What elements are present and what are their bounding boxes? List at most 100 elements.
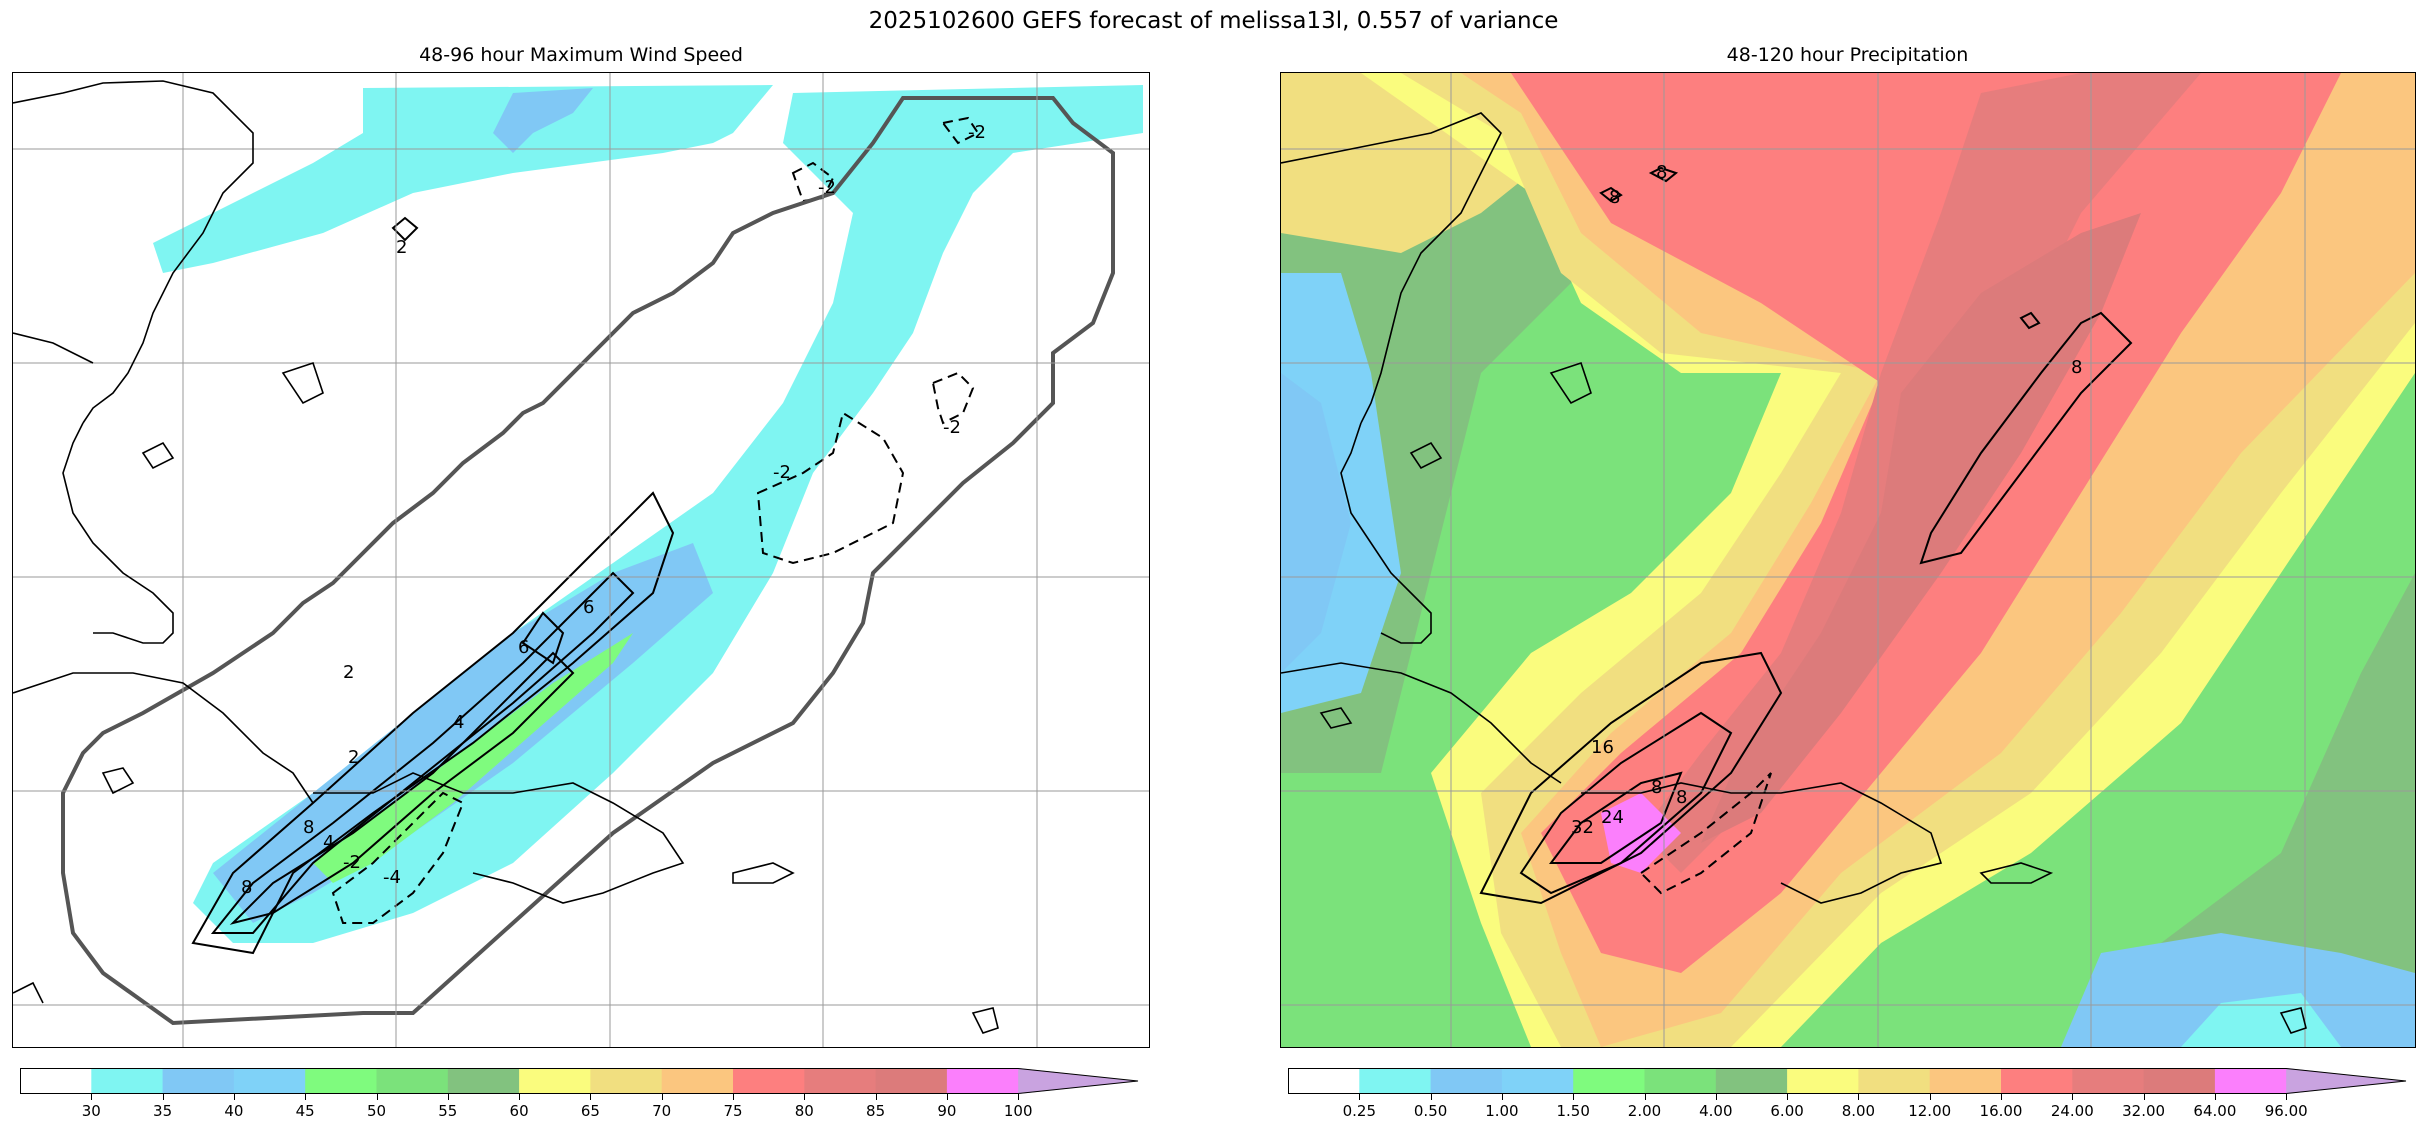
left-contour-label: 6 bbox=[518, 637, 529, 658]
precipitation-colorbar-tick-label: 96.00 bbox=[2264, 1102, 2308, 1120]
wind-speed-map-svg: 2 -2 -2 -2 -2 2 4 6 6 8 8 -2 -4 4 2 bbox=[13, 73, 1149, 1047]
precipitation-colorbar-tick-mark bbox=[1715, 1094, 1717, 1100]
wind-speed-colorbar-tick-label: 75 bbox=[723, 1102, 743, 1120]
wind-speed-colorbar-color-8 bbox=[590, 1068, 663, 1094]
wind-speed-colorbar-tick-label: 55 bbox=[438, 1102, 458, 1120]
precipitation-colorbar-tick-label: 12.00 bbox=[1908, 1102, 1952, 1120]
precipitation-colorbar-tick-mark bbox=[1787, 1094, 1789, 1100]
precipitation-colorbar-tick-label: 6.00 bbox=[1770, 1102, 1804, 1120]
wind-speed-colorbar-tick-label: 60 bbox=[509, 1102, 529, 1120]
precipitation-colorbar-color-10 bbox=[2001, 1068, 2073, 1094]
precipitation-colorbar-tick-label: 8.00 bbox=[1841, 1102, 1876, 1120]
wind-speed-colorbar-tick-label: 85 bbox=[866, 1102, 886, 1120]
right-contour-label: 8 bbox=[1651, 777, 1662, 798]
right-panel-title: 48-120 hour Precipitation bbox=[1726, 44, 1969, 66]
wind-speed-colorbar-color-4 bbox=[305, 1068, 377, 1094]
precipitation-colorbar-tick-mark bbox=[1644, 1094, 1646, 1100]
left-contour-label: 2 bbox=[343, 662, 354, 683]
precipitation-colorbar-tick-label: 0.50 bbox=[1413, 1102, 1448, 1120]
wind-speed-colorbar bbox=[20, 1068, 1140, 1094]
precipitation-colorbar-color-0 bbox=[1288, 1068, 1360, 1094]
precipitation-colorbar-tick-mark bbox=[1858, 1094, 1860, 1100]
wind-speed-colorbar-tick-label: 80 bbox=[794, 1102, 814, 1120]
right-contour-label: 32 bbox=[1571, 817, 1594, 838]
precipitation-map: 8 8 8 32 24 16 8 8 bbox=[1280, 72, 2416, 1048]
precipitation-colorbar-tick-label: 32.00 bbox=[2122, 1102, 2166, 1120]
wind-speed-colorbar-color-5 bbox=[376, 1068, 449, 1094]
left-contour-label: -2 bbox=[773, 462, 791, 483]
wind-speed-colorbar-tick-label: 70 bbox=[652, 1102, 672, 1120]
right-contour-label: 8 bbox=[1609, 187, 1620, 208]
left-contour-label: 6 bbox=[583, 597, 594, 618]
precipitation-colorbar-color-6 bbox=[1715, 1068, 1788, 1094]
left-panel-title: 48-96 hour Maximum Wind Speed bbox=[419, 44, 743, 66]
wind-speed-colorbar-tick-mark bbox=[590, 1094, 592, 1100]
wind-speed-colorbar-tick-label: 45 bbox=[295, 1102, 315, 1120]
wind-speed-colorbar-tick-mark bbox=[875, 1094, 877, 1100]
precipitation-colorbar-color-5 bbox=[1644, 1068, 1717, 1094]
left-contour-label: -2 bbox=[943, 417, 961, 438]
precipitation-colorbar-color-11 bbox=[2072, 1068, 2145, 1094]
precipitation-colorbar-tick-mark bbox=[2286, 1094, 2288, 1100]
precipitation-colorbar-color-4 bbox=[1573, 1068, 1645, 1094]
wind-speed-colorbar-color-10 bbox=[733, 1068, 805, 1094]
wind-speed-colorbar-color-13 bbox=[946, 1068, 1019, 1094]
wind-speed-colorbar-color-7 bbox=[519, 1068, 591, 1094]
precipitation-colorbar-tick-mark bbox=[2001, 1094, 2002, 1100]
wind-speed-colorbar-color-3 bbox=[233, 1068, 306, 1094]
precipitation-colorbar-color-12 bbox=[2143, 1068, 2216, 1094]
precipitation-colorbar-tick-label: 0.25 bbox=[1342, 1102, 1376, 1120]
precipitation-colorbar-outline bbox=[1288, 1068, 2407, 1094]
left-contour-label: -2 bbox=[343, 852, 361, 873]
wind-speed-colorbar-outline bbox=[20, 1068, 1139, 1094]
wind-speed-colorbar-tick-label: 50 bbox=[366, 1102, 387, 1120]
left-contour-label: 4 bbox=[453, 712, 464, 733]
wind-speed-colorbar-color-9 bbox=[661, 1068, 734, 1094]
left-contour-label: -2 bbox=[818, 177, 836, 198]
precipitation-colorbar-tick-mark bbox=[1929, 1094, 1931, 1100]
wind-speed-colorbar-tick-label: 35 bbox=[153, 1102, 173, 1120]
precipitation-colorbar-tick-label: 16.00 bbox=[1979, 1102, 2023, 1120]
wind-speed-colorbar-tick-label: 65 bbox=[580, 1102, 600, 1120]
wind-speed-colorbar-tick-mark bbox=[91, 1094, 93, 1100]
precipitation-colorbar-color-2 bbox=[1430, 1068, 1503, 1094]
wind-speed-colorbar-tick-label: 40 bbox=[224, 1102, 244, 1120]
left-contour-label: 2 bbox=[348, 747, 359, 768]
wind-speed-colorbar-tick-mark bbox=[1018, 1094, 1020, 1100]
precipitation-colorbar-tick-mark bbox=[1573, 1094, 1575, 1100]
precipitation-colorbar-extend-arrow bbox=[2286, 1068, 2406, 1094]
precipitation-colorbar-tick-mark bbox=[1430, 1094, 1432, 1100]
precipitation-colorbar-tick-label: 1.50 bbox=[1556, 1102, 1590, 1120]
left-contour-label: 4 bbox=[323, 832, 334, 853]
precipitation-colorbar-color-8 bbox=[1858, 1068, 1931, 1094]
wind-speed-colorbar-color-2 bbox=[162, 1068, 235, 1094]
wind-speed-colorbar-color-0 bbox=[20, 1068, 92, 1094]
precipitation-colorbar-color-3 bbox=[1501, 1068, 1574, 1094]
wind-speed-colorbar-extend-arrow bbox=[1018, 1068, 1138, 1094]
wind-speed-colorbar-tick-mark bbox=[946, 1094, 948, 1100]
wind-speed-colorbar-tick-label: 100 bbox=[1003, 1102, 1033, 1120]
right-contour-label: 8 bbox=[1656, 162, 1667, 183]
precipitation-colorbar-tick-label: 4.00 bbox=[1699, 1102, 1733, 1120]
right-contour-label: 16 bbox=[1591, 737, 1614, 758]
precipitation-colorbar bbox=[1288, 1068, 2408, 1094]
precipitation-colorbar-tick-mark bbox=[2214, 1094, 2216, 1100]
wind-speed-colorbar-tick-label: 30 bbox=[81, 1102, 101, 1120]
left-contour-label: 2 bbox=[396, 237, 407, 258]
precipitation-colorbar-color-7 bbox=[1787, 1068, 1859, 1094]
right-contour-label: 8 bbox=[1676, 787, 1687, 808]
wind-speed-colorbar-color-1 bbox=[91, 1068, 164, 1094]
wind-speed-colorbar-tick-mark bbox=[447, 1094, 449, 1100]
figure-title: 2025102600 GEFS forecast of melissa13l, … bbox=[868, 8, 1559, 34]
left-contour-label: 8 bbox=[303, 817, 314, 838]
wind-speed-colorbar-color-6 bbox=[447, 1068, 520, 1094]
right-contour-label: 24 bbox=[1601, 807, 1624, 828]
precipitation-colorbar-tick-mark bbox=[2143, 1094, 2145, 1100]
wind-speed-colorbar-tick-mark bbox=[733, 1094, 734, 1100]
wind-speed-colorbar-svg bbox=[20, 1068, 1139, 1094]
wind-speed-colorbar-tick-mark bbox=[661, 1094, 663, 1100]
wind-speed-colorbar-tick-mark bbox=[305, 1094, 307, 1100]
wind-speed-colorbar-tick-label: 90 bbox=[937, 1102, 957, 1120]
wind-speed-colorbar-tick-mark bbox=[233, 1094, 235, 1100]
wind-speed-colorbar-tick-mark bbox=[804, 1094, 806, 1100]
